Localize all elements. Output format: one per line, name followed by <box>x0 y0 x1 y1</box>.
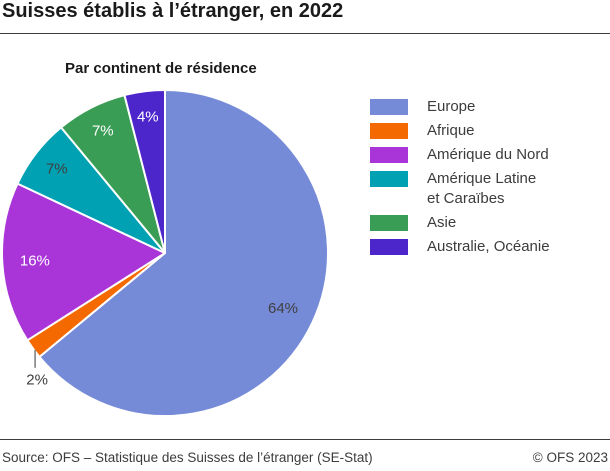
legend-label-amerique-latine-et-caraibes: Amérique Latine et Caraïbes <box>427 170 537 207</box>
legend-label-asie: Asie <box>427 214 457 231</box>
copyright-text: © OFS 2023 <box>532 450 608 465</box>
legend-label-europe: Europe <box>427 98 476 115</box>
pie-value-label-australie-oceanie: 4% <box>137 109 159 126</box>
page-title: Suisses établis à l’étranger, en 2022 <box>2 0 344 22</box>
legend-swatch-amerique-latine-et-caraibes <box>370 171 408 187</box>
pie-value-label-amerique-latine-et-caraibes: 7% <box>46 161 68 178</box>
pie-slice-australie-oceanie[interactable] <box>123 89 166 254</box>
legend-label-amerique-du-nord: Amérique du Nord <box>427 146 549 163</box>
legend-swatch-australie-oceanie <box>370 239 408 255</box>
pie-value-label-europe: 64% <box>268 300 298 317</box>
legend-swatch-europe <box>370 99 408 115</box>
legend-item-asie[interactable]: Asie <box>370 213 550 233</box>
legend-item-europe[interactable]: Europe <box>370 97 550 117</box>
legend-swatch-afrique <box>370 123 408 139</box>
legend-swatch-amerique-du-nord <box>370 147 408 163</box>
footer-divider <box>0 439 610 440</box>
legend-label-afrique: Afrique <box>427 122 475 139</box>
legend-item-australie-oceanie[interactable]: Australie, Océanie <box>370 237 550 257</box>
legend-item-amerique-latine-et-caraibes[interactable]: Amérique Latine et Caraïbes <box>370 169 550 209</box>
pie-value-label-amerique-du-nord: 16% <box>20 253 50 270</box>
title-divider <box>0 33 610 34</box>
pie-chart: 64% 2% 16% 7% 7% 4% <box>0 89 329 417</box>
legend-item-afrique[interactable]: Afrique <box>370 121 550 141</box>
pie-slice-amerique-du-nord[interactable] <box>0 182 166 342</box>
pie-slice-europe[interactable] <box>38 89 329 417</box>
legend-item-amerique-du-nord[interactable]: Amérique du Nord <box>370 145 550 165</box>
legend-swatch-asie <box>370 215 408 231</box>
legend-label-australie-oceanie: Australie, Océanie <box>427 238 550 255</box>
pie-value-label-afrique: 2% <box>26 371 48 388</box>
pie-value-label-asie: 7% <box>92 123 114 140</box>
chart-subtitle: Par continent de résidence <box>65 60 257 77</box>
legend: Europe Afrique Amérique du Nord Amérique… <box>370 97 550 261</box>
source-text: Source: OFS – Statistique des Suisses de… <box>2 450 373 465</box>
